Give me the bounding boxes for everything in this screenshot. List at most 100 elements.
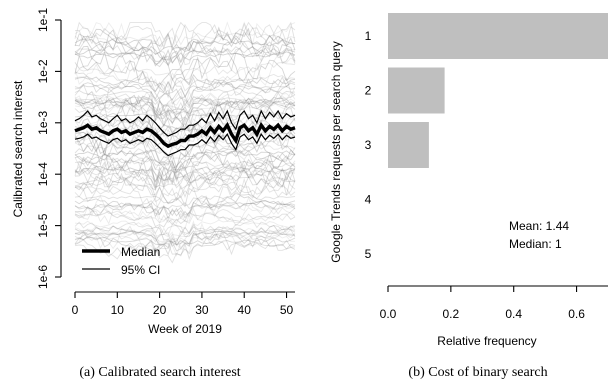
background-series-line — [74, 116, 296, 136]
background-series-line — [74, 97, 296, 122]
background-series-line — [74, 26, 296, 55]
background-series-line — [74, 112, 296, 129]
background-series-line — [74, 200, 296, 216]
x-axis-title: Relative frequency — [437, 334, 536, 348]
background-series-line — [74, 45, 296, 65]
category-label: 3 — [365, 138, 372, 152]
x-axis-title: Week of 2019 — [148, 322, 222, 336]
background-series-line — [74, 21, 296, 55]
caption-b: (b) Cost of binary search — [408, 365, 547, 380]
background-series-line — [74, 230, 295, 254]
x-tick-label: 20 — [153, 303, 167, 317]
background-series-line — [74, 50, 296, 93]
y-axis-title: Google Trends requests per search query — [329, 41, 343, 262]
background-series-line — [74, 157, 296, 178]
background-series-line — [74, 46, 296, 64]
background-series-line — [74, 200, 296, 211]
background-series-line — [74, 93, 296, 114]
legend-median-label: Median — [121, 245, 160, 259]
background-series-line — [74, 51, 296, 69]
background-series-line — [74, 165, 296, 189]
background-series-line — [74, 62, 296, 81]
background-series-line — [74, 35, 296, 66]
bar-2 — [388, 67, 445, 114]
background-series-line — [74, 74, 296, 93]
background-series-line — [74, 164, 296, 186]
background-series-line — [74, 101, 296, 124]
background-series-line — [74, 194, 296, 220]
background-series-line — [74, 237, 296, 264]
background-series-group — [74, 21, 296, 264]
background-series-line — [74, 229, 296, 250]
background-series-line — [74, 97, 296, 119]
panel-b-bar-chart: 1 2 3 4 5 0.0 0.2 0.4 0.6 Relative frequency Go… — [329, 13, 608, 380]
background-series-line — [74, 141, 296, 189]
background-series-line — [74, 74, 296, 93]
background-series-line — [74, 97, 296, 141]
background-series-line — [74, 219, 296, 239]
background-series-line — [74, 235, 296, 249]
background-series-line — [74, 195, 296, 230]
background-series-line — [74, 86, 296, 121]
bar-3 — [388, 122, 429, 168]
background-series-line — [74, 149, 296, 173]
background-series-line — [74, 28, 296, 61]
x-tick-label: 0.2 — [443, 307, 460, 321]
background-series-line — [74, 133, 296, 158]
x-tick-label: 0 — [72, 303, 79, 317]
category-label: 2 — [365, 84, 372, 98]
background-series-line — [74, 225, 296, 245]
y-axis-title: Calibrated search interest — [11, 80, 25, 217]
ci-upper-line — [74, 109, 296, 137]
y-tick-label: 1e-6 — [36, 265, 50, 289]
background-series-line — [74, 98, 296, 116]
x-tick-label: 50 — [280, 303, 294, 317]
background-series-line — [74, 154, 296, 187]
panel-a-line-chart: 1e-6 1e-5 1e-4 1e-3 1e-2 1e-1 0 10 20 30 40 50 Wee… — [11, 8, 296, 380]
y-tick-label: 1e-5 — [36, 213, 50, 237]
background-series-line — [74, 166, 296, 208]
mean-label: Mean: 1.44 — [509, 219, 569, 233]
bar-group — [388, 13, 608, 168]
background-series-line — [74, 148, 296, 184]
background-series-line — [74, 70, 296, 99]
y-tick-label: 1e-2 — [36, 59, 50, 83]
category-label: 5 — [365, 247, 372, 261]
background-series-line — [74, 161, 296, 196]
background-series-line — [74, 207, 296, 224]
x-tick-label: 0.0 — [380, 307, 397, 321]
background-series-line — [74, 31, 296, 47]
background-series-line — [74, 112, 296, 148]
ci-lower-line — [74, 133, 296, 157]
background-series-line — [74, 77, 296, 122]
background-series-line — [74, 173, 296, 190]
caption-a: (a) Calibrated search interest — [79, 365, 240, 380]
legend: Median 95% CI — [82, 245, 160, 277]
background-series-line — [74, 167, 296, 191]
median-label: Median: 1 — [509, 237, 562, 251]
background-series-line — [74, 81, 296, 100]
x-tick-label: 10 — [111, 303, 125, 317]
background-series-line — [74, 230, 296, 247]
background-series-line — [74, 166, 296, 183]
background-series-line — [74, 140, 296, 161]
y-tick-label: 1e-1 — [36, 8, 50, 32]
background-series-line — [74, 225, 296, 247]
background-series-line — [74, 21, 296, 51]
background-series-line — [74, 181, 296, 203]
background-series-line — [74, 53, 296, 92]
background-series-line — [74, 114, 296, 157]
background-series-line — [74, 210, 296, 228]
background-series-line — [74, 38, 296, 66]
background-series-line — [74, 153, 296, 173]
background-series-line — [74, 122, 296, 157]
background-series-line — [74, 43, 296, 82]
category-label-group: 1 2 3 4 5 — [365, 29, 372, 261]
x-tick-label: 0.4 — [505, 307, 522, 321]
background-series-line — [74, 91, 296, 111]
background-series-line — [74, 229, 296, 260]
background-series-line — [74, 149, 296, 169]
y-tick-group: 1e-6 1e-5 1e-4 1e-3 1e-2 1e-1 — [36, 8, 61, 289]
legend-ci-label: 95% CI — [121, 263, 160, 277]
background-series-line — [74, 177, 296, 211]
